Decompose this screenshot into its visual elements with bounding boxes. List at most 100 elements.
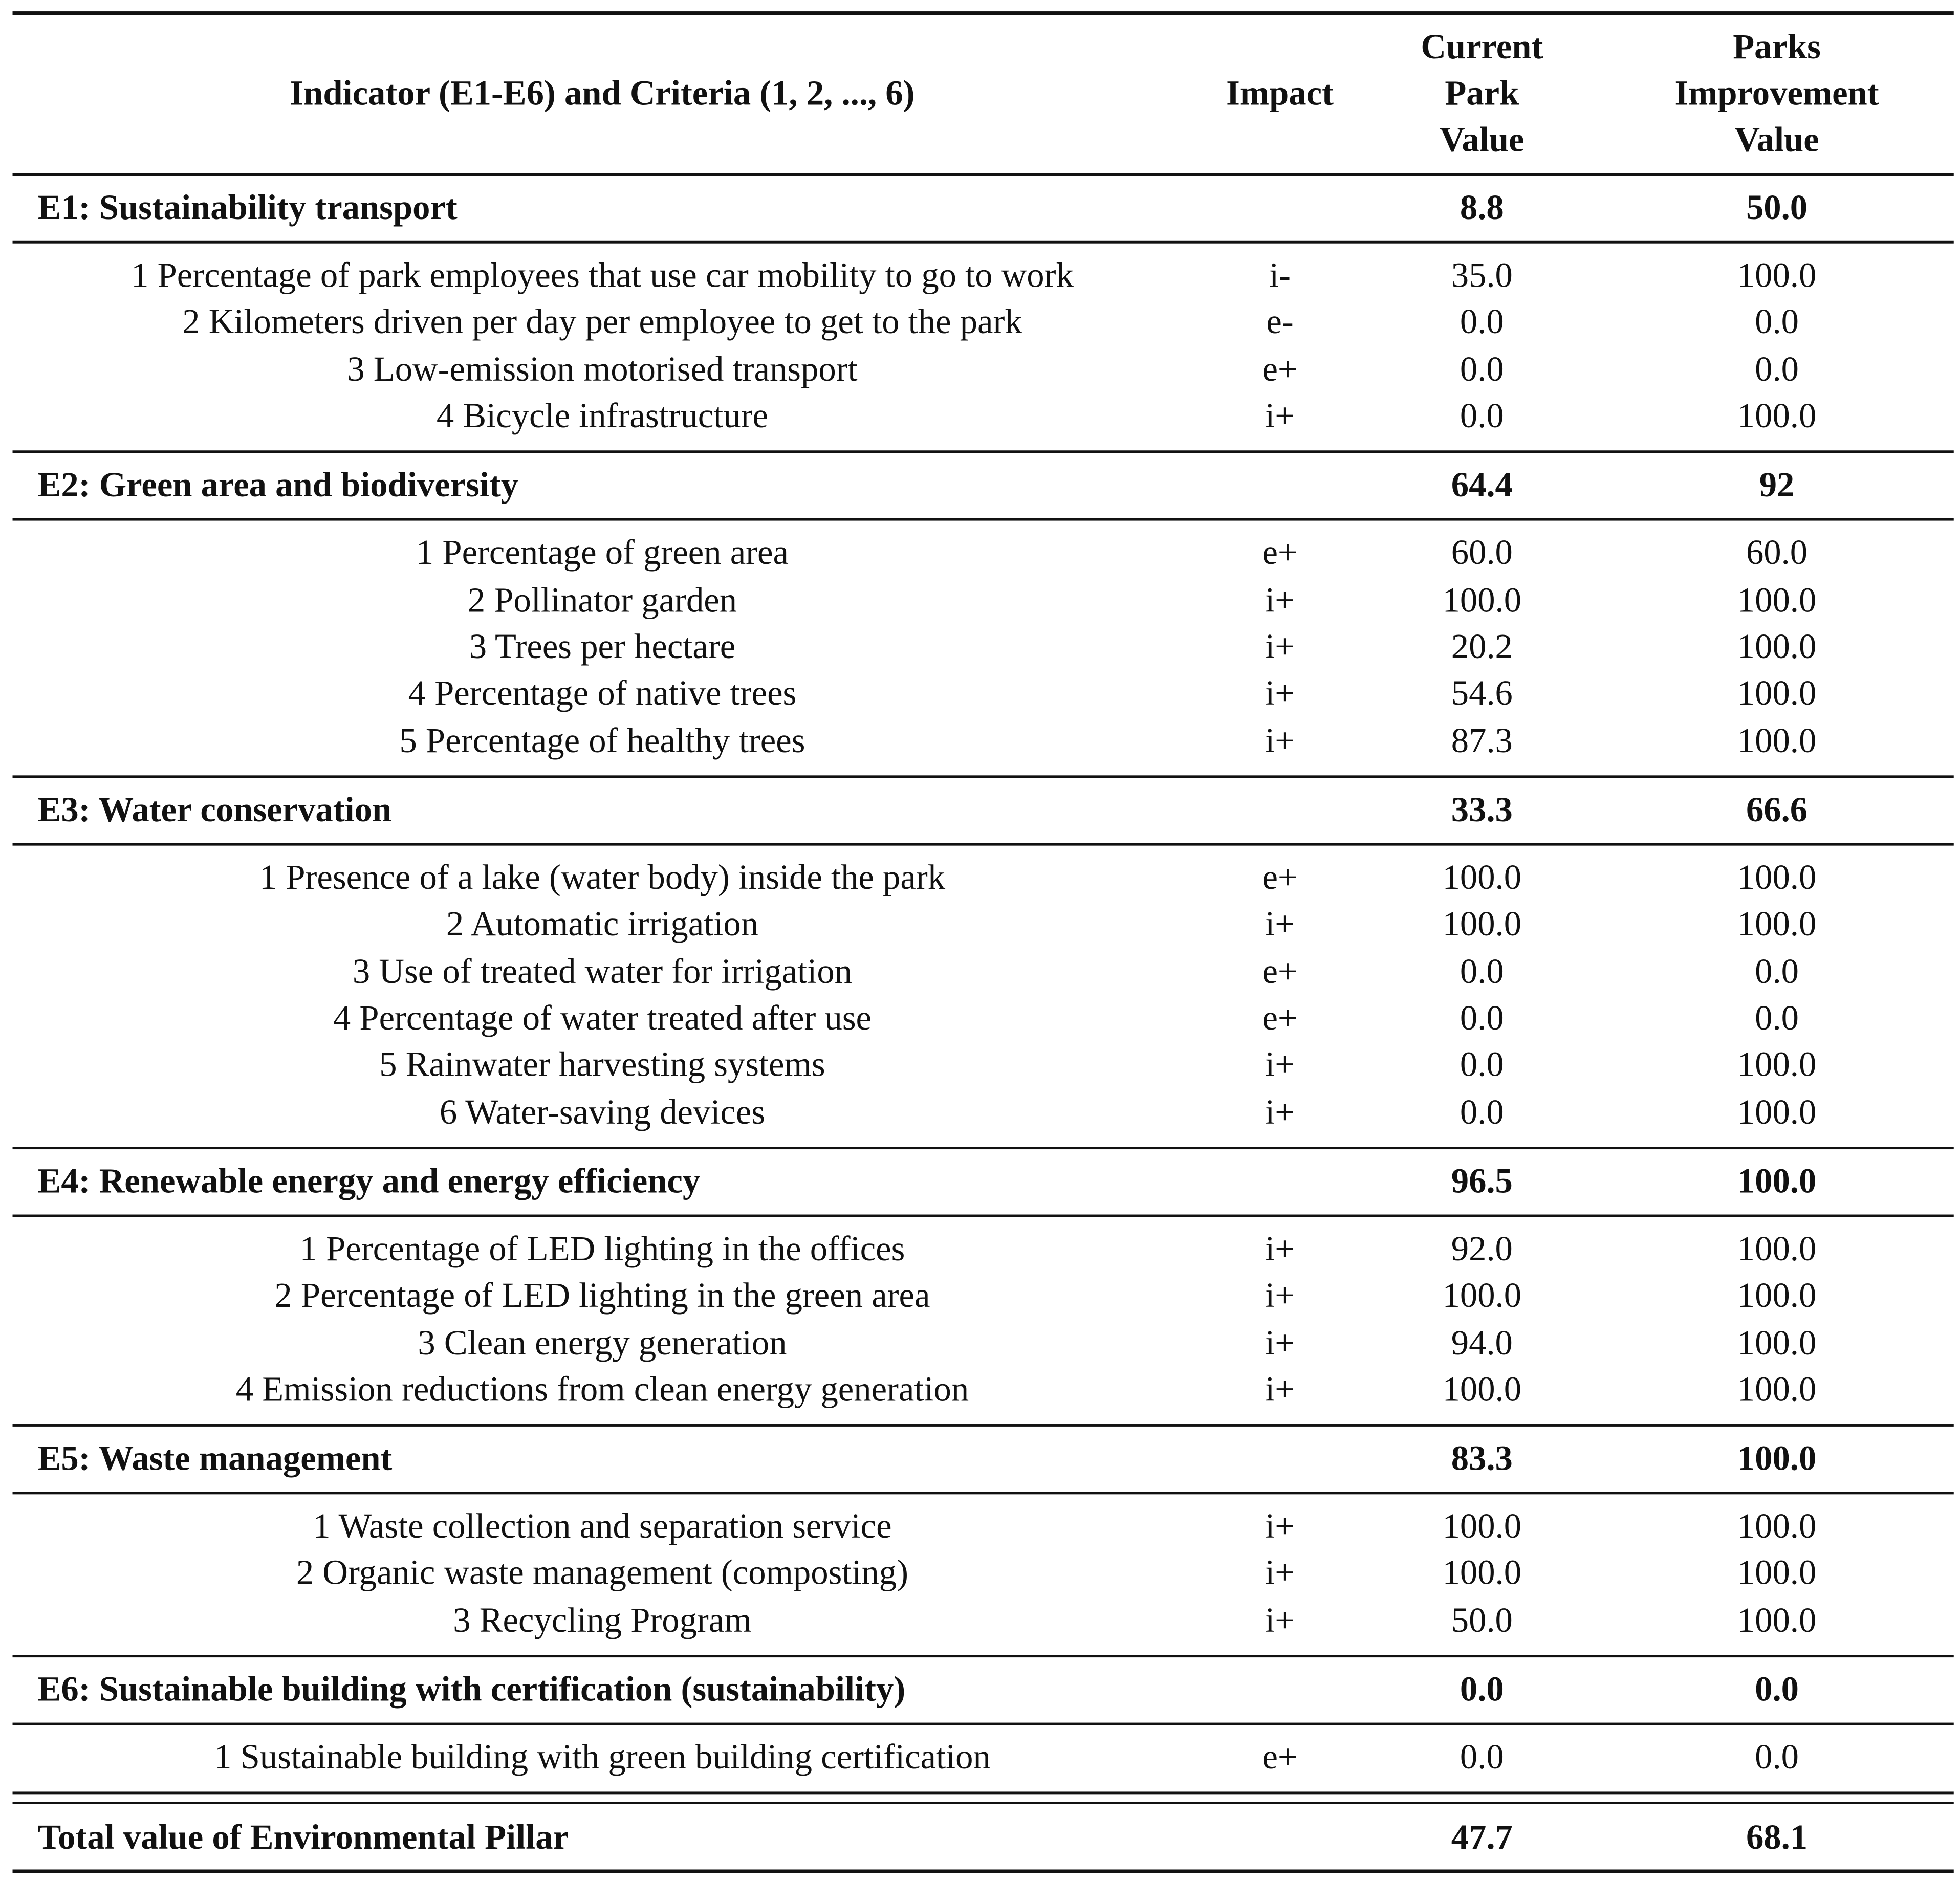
- impact: i+: [1265, 1324, 1295, 1363]
- impact: i+: [1265, 581, 1295, 620]
- current-value: 94.0: [1451, 1324, 1513, 1363]
- rule: [12, 1492, 1954, 1494]
- current-value: 100.0: [1442, 1554, 1522, 1593]
- impact: i+: [1265, 1277, 1295, 1316]
- rule: [12, 241, 1954, 244]
- group-current: 64.4: [1451, 466, 1513, 506]
- group-current: 83.3: [1451, 1439, 1513, 1479]
- group-current: 33.3: [1451, 791, 1513, 830]
- criterion: 4 Emission reductions from clean energy …: [235, 1370, 969, 1410]
- current-value: 100.0: [1442, 1277, 1522, 1316]
- impact: i+: [1265, 1093, 1295, 1132]
- impact: i+: [1265, 1601, 1295, 1640]
- criterion: 2 Percentage of LED lighting in the gree…: [274, 1277, 930, 1316]
- improvement-value: 100.0: [1737, 1324, 1817, 1363]
- improvement-value: 0.0: [1755, 952, 1799, 992]
- current-value: 0.0: [1460, 952, 1504, 992]
- current-value: 54.6: [1451, 674, 1513, 714]
- improvement-value: 100.0: [1737, 397, 1817, 436]
- current-value: 0.0: [1460, 303, 1504, 343]
- group-improvement: 0.0: [1755, 1670, 1799, 1710]
- group-improvement: 100.0: [1737, 1162, 1817, 1201]
- rule: [12, 1424, 1954, 1427]
- impact: e+: [1262, 350, 1298, 389]
- group-improvement: 50.0: [1746, 189, 1808, 228]
- group-current: 8.8: [1460, 189, 1504, 228]
- criterion: 2 Pollinator garden: [467, 581, 737, 620]
- rule: [12, 451, 1954, 453]
- criterion: 1 Presence of a lake (water body) inside…: [259, 858, 946, 898]
- current-value: 35.0: [1451, 256, 1513, 296]
- current-value: 0.0: [1460, 397, 1504, 436]
- impact: e+: [1262, 534, 1298, 573]
- column-header: Current Park Value: [1421, 28, 1543, 160]
- current-value: 0.0: [1460, 999, 1504, 1039]
- improvement-value: 100.0: [1737, 721, 1817, 761]
- criterion: 2 Organic waste management (composting): [296, 1554, 908, 1593]
- rule: [12, 1722, 1954, 1725]
- criterion: 3 Use of treated water for irrigation: [352, 952, 852, 992]
- current-value: 87.3: [1451, 721, 1513, 761]
- criterion: 1 Percentage of park employees that use …: [131, 256, 1074, 296]
- criterion: 1 Percentage of green area: [416, 534, 789, 573]
- rule: [12, 518, 1954, 521]
- improvement-value: 100.0: [1737, 1601, 1817, 1640]
- improvement-value: 100.0: [1737, 1277, 1817, 1316]
- current-value: 0.0: [1460, 1093, 1504, 1132]
- column-header: Indicator (E1-E6) and Criteria (1, 2, ..…: [290, 74, 915, 114]
- improvement-value: 100.0: [1737, 1046, 1817, 1085]
- criterion: 1 Sustainable building with green buildi…: [214, 1738, 991, 1777]
- current-value: 60.0: [1451, 534, 1513, 573]
- criterion: 6 Water-saving devices: [439, 1093, 766, 1132]
- criterion: 4 Percentage of native trees: [408, 674, 797, 714]
- criterion: 1 Percentage of LED lighting in the offi…: [299, 1230, 905, 1269]
- impact: i+: [1265, 1554, 1295, 1593]
- impact: e+: [1262, 858, 1298, 898]
- column-header: Impact: [1226, 74, 1334, 114]
- current-value: 92.0: [1451, 1230, 1513, 1269]
- impact: i+: [1265, 1507, 1295, 1547]
- group-title: E2: Green area and biodiversity: [37, 466, 519, 506]
- total-label: Total value of Environmental Pillar: [37, 1818, 569, 1857]
- improvement-value: 60.0: [1746, 534, 1808, 573]
- impact: i+: [1265, 397, 1295, 436]
- improvement-value: 100.0: [1737, 1370, 1817, 1410]
- total-current: 47.7: [1451, 1818, 1513, 1857]
- criterion: 5 Rainwater harvesting systems: [379, 1046, 825, 1085]
- improvement-value: 100.0: [1737, 674, 1817, 714]
- group-current: 0.0: [1460, 1670, 1504, 1710]
- group-title: E5: Waste management: [37, 1439, 393, 1479]
- rule: [12, 10, 1954, 15]
- impact: i+: [1265, 628, 1295, 667]
- criterion: 3 Recycling Program: [453, 1601, 752, 1640]
- impact: i+: [1265, 1370, 1295, 1410]
- criterion: 4 Percentage of water treated after use: [333, 999, 872, 1039]
- improvement-value: 100.0: [1737, 858, 1817, 898]
- rule: [12, 1655, 1954, 1657]
- improvement-value: 100.0: [1737, 905, 1817, 945]
- current-value: 0.0: [1460, 1046, 1504, 1085]
- criterion: 4 Bicycle infrastructure: [436, 397, 769, 436]
- improvement-value: 100.0: [1737, 1507, 1817, 1547]
- group-improvement: 66.6: [1746, 791, 1808, 830]
- impact: i+: [1265, 1230, 1295, 1269]
- current-value: 100.0: [1442, 905, 1522, 945]
- rule: [12, 1791, 1954, 1794]
- criterion: 3 Low-emission motorised transport: [347, 350, 858, 389]
- improvement-value: 0.0: [1755, 303, 1799, 343]
- improvement-value: 0.0: [1755, 350, 1799, 389]
- group-title: E4: Renewable energy and energy efficien…: [37, 1162, 701, 1201]
- rule: [12, 1870, 1954, 1874]
- rule: [12, 1214, 1954, 1217]
- improvement-value: 100.0: [1737, 256, 1817, 296]
- improvement-value: 100.0: [1737, 581, 1817, 620]
- criterion: 2 Kilometers driven per day per employee…: [182, 303, 1022, 343]
- group-title: E1: Sustainability transport: [37, 189, 458, 228]
- improvement-value: 0.0: [1755, 1738, 1799, 1777]
- rule: [12, 843, 1954, 845]
- criterion: 3 Trees per hectare: [469, 628, 736, 667]
- impact: i+: [1265, 905, 1295, 945]
- improvement-value: 100.0: [1737, 628, 1817, 667]
